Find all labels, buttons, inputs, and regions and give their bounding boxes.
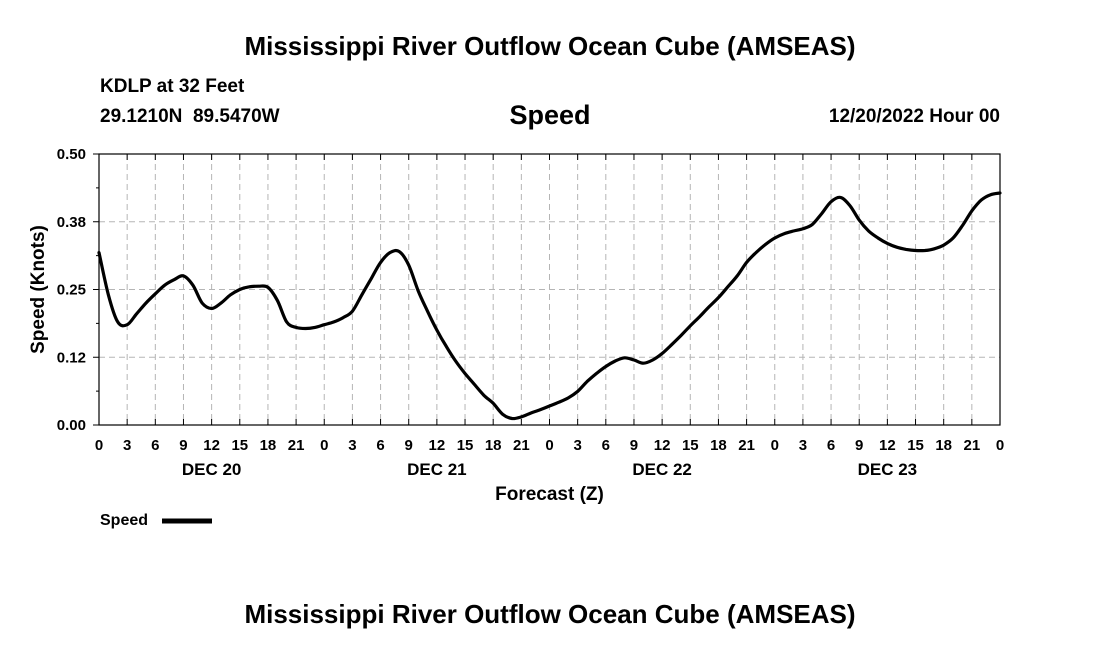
x-tick-label: 0: [771, 437, 779, 454]
x-tick-label: 15: [457, 437, 474, 454]
x-tick-label: 18: [260, 437, 277, 454]
x-tick-label: 9: [179, 437, 187, 454]
x-tick-label: 6: [376, 437, 384, 454]
x-tick-label: 9: [405, 437, 413, 454]
x-day-label: DEC 23: [858, 460, 918, 479]
x-tick-label: 21: [738, 437, 755, 454]
station-label: KDLP at 32 Feet: [100, 76, 245, 97]
chart-grid: [99, 154, 1000, 425]
speed-series-line: [97, 191, 1002, 421]
forecast-run-time: 12/20/2022 Hour 00: [828, 106, 1000, 127]
x-tick-label: 3: [348, 437, 356, 454]
x-tick-label: 0: [320, 437, 328, 454]
y-tick-label: 0.50: [57, 146, 86, 163]
x-tick-label: 18: [710, 437, 727, 454]
x-tick-label: 6: [827, 437, 835, 454]
x-tick-label: 21: [288, 437, 305, 454]
y-tick-label: 0.12: [57, 349, 86, 366]
x-tick-label: 3: [573, 437, 581, 454]
y-axis: 0.00 0.12 0.25 0.38 0.50: [57, 146, 99, 434]
station-coordinates: 29.1210N 89.5470W: [100, 106, 280, 127]
footer-title: Mississippi River Outflow Ocean Cube (AM…: [244, 599, 856, 629]
x-tick-label: 6: [151, 437, 159, 454]
x-tick-label: 9: [630, 437, 638, 454]
x-tick-label: 21: [964, 437, 981, 454]
x-tick-label: 18: [935, 437, 952, 454]
x-tick-label: 3: [123, 437, 131, 454]
x-day-label: DEC 20: [182, 460, 242, 479]
x-tick-label: 0: [95, 437, 103, 454]
x-day-label: DEC 22: [632, 460, 692, 479]
x-tick-label: 15: [231, 437, 248, 454]
y-tick-label: 0.25: [57, 282, 86, 299]
x-tick-label: 6: [602, 437, 610, 454]
y-tick-label: 0.00: [57, 417, 86, 434]
x-tick-label: 15: [907, 437, 924, 454]
x-tick-label: 0: [996, 437, 1004, 454]
y-axis-label: Speed (Knots): [28, 225, 49, 354]
x-tick-label: 3: [799, 437, 807, 454]
x-tick-label: 12: [654, 437, 671, 454]
x-axis: 0 3 6 9 12 15 18 21 0 3 6 9 12 15 18 21 0 3 6 9 12 15 18 21 0 3 6 9…: [95, 154, 1004, 479]
x-axis-label: Forecast (Z): [495, 484, 604, 505]
x-tick-label: 9: [855, 437, 863, 454]
x-tick-label: 12: [879, 437, 896, 454]
x-day-label: DEC 21: [407, 460, 467, 479]
x-tick-label: 15: [682, 437, 699, 454]
y-tick-label: 0.38: [57, 214, 86, 231]
x-tick-label: 18: [485, 437, 502, 454]
chart-main-title: Mississippi River Outflow Ocean Cube (AM…: [244, 31, 856, 61]
x-tick-label: 0: [545, 437, 553, 454]
x-tick-label: 12: [203, 437, 220, 454]
x-tick-label: 12: [429, 437, 446, 454]
legend-label: Speed: [100, 512, 148, 529]
chart-subtitle: Speed: [509, 100, 591, 130]
x-tick-label: 21: [513, 437, 530, 454]
